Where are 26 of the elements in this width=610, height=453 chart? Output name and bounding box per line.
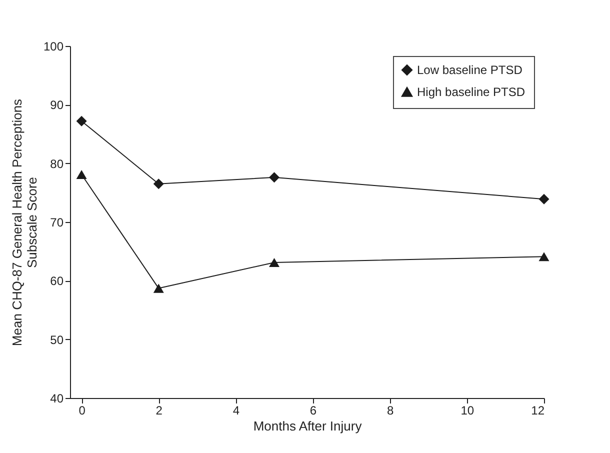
y-axis-title: Mean CHQ-87 General Health Perceptions Subscale Score <box>9 98 40 346</box>
point <box>153 178 164 190</box>
point <box>76 116 87 126</box>
x-axis-title: Months After Injury <box>253 418 362 434</box>
point <box>153 284 164 293</box>
y-tick-label: 100 <box>43 40 64 54</box>
y-tick-label: 80 <box>50 156 64 171</box>
legend-label: Low baseline PTSD <box>417 63 523 77</box>
x-tick-label: 2 <box>156 404 163 418</box>
x-tick-label: 10 <box>460 404 474 418</box>
y-tick-label: 90 <box>50 98 64 112</box>
point <box>269 172 280 183</box>
y-tick-label: 40 <box>50 392 64 406</box>
x-tick-label: 8 <box>387 404 394 418</box>
x-tick-label: 0 <box>78 404 86 418</box>
y-tick-label: 50 <box>50 332 64 347</box>
x-tick-label: 12 <box>531 404 545 418</box>
x-tick-label: 6 <box>310 404 317 418</box>
x-tick-label: 4 <box>232 404 240 418</box>
y-tick-label: 60 <box>50 274 64 288</box>
point <box>269 258 280 268</box>
legend-label: High baseline PTSD <box>417 85 526 99</box>
point <box>538 194 550 204</box>
y-tick-label: 70 <box>50 216 64 230</box>
point <box>538 252 550 262</box>
point <box>76 170 87 180</box>
